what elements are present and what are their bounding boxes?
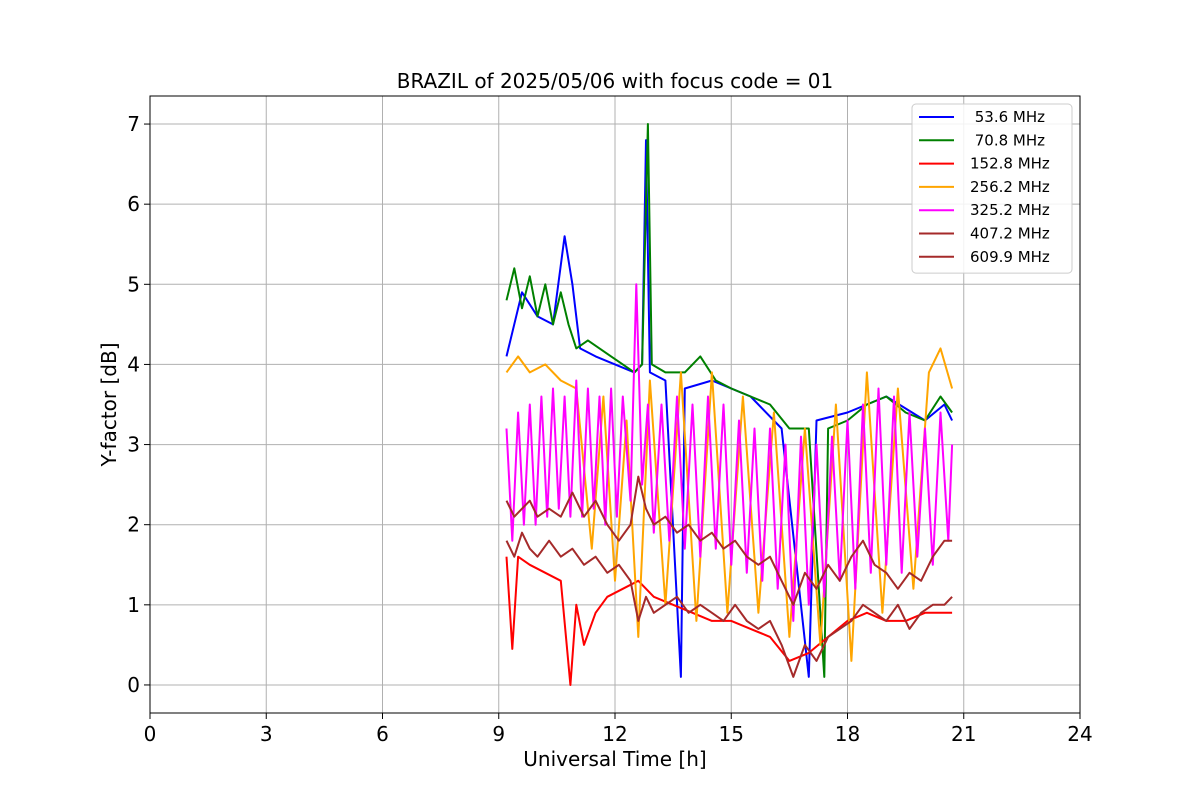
y-tick-label: 7 xyxy=(127,112,140,136)
x-axis-label: Universal Time [h] xyxy=(523,747,706,771)
y-tick-label: 1 xyxy=(127,593,140,617)
y-tick-label: 2 xyxy=(127,513,140,537)
series-line-6 xyxy=(505,475,953,606)
x-tick-label: 24 xyxy=(1067,722,1092,746)
legend-box xyxy=(911,103,1073,274)
y-tick-label: 4 xyxy=(127,352,140,376)
x-tick-label: 9 xyxy=(492,722,505,746)
x-tick-label: 6 xyxy=(376,722,389,746)
series-line-1 xyxy=(505,123,953,678)
series-line-2 xyxy=(505,555,953,686)
y-tick-label: 3 xyxy=(127,433,140,457)
x-tick-label: 12 xyxy=(602,722,627,746)
x-tick-label: 3 xyxy=(260,722,273,746)
y-tick-label: 5 xyxy=(127,272,140,296)
legend-label-5: 407.2 MHz xyxy=(970,225,1050,243)
legend-label-4: 325.2 MHz xyxy=(970,201,1050,219)
y-tick-label: 6 xyxy=(127,192,140,216)
series-line-0 xyxy=(505,139,954,678)
x-tick-label: 15 xyxy=(719,722,744,746)
legend-label-0: 53.6 MHz xyxy=(970,108,1045,126)
legend-label-2: 152.8 MHz xyxy=(970,155,1050,173)
legend-label-3: 256.2 MHz xyxy=(970,178,1050,196)
legend-label-1: 70.8 MHz xyxy=(970,131,1045,149)
chart-title: BRAZIL of 2025/05/06 with focus code = 0… xyxy=(397,69,834,93)
y-axis-label: Y-factor [dB] xyxy=(97,342,121,467)
legend: 53.6 MHz 70.8 MHz 152.8 MHz 256.2 MHz 325.2… xyxy=(911,103,1073,274)
legend-label-6: 609.9 MHz xyxy=(970,248,1050,266)
series-line-4 xyxy=(505,283,954,622)
x-tick-label: 21 xyxy=(951,722,976,746)
x-tick-label: 18 xyxy=(835,722,860,746)
x-tick-label: 0 xyxy=(144,722,157,746)
series-layer xyxy=(505,123,954,686)
series-line-5 xyxy=(505,531,953,678)
y-tick-label: 0 xyxy=(127,673,140,697)
